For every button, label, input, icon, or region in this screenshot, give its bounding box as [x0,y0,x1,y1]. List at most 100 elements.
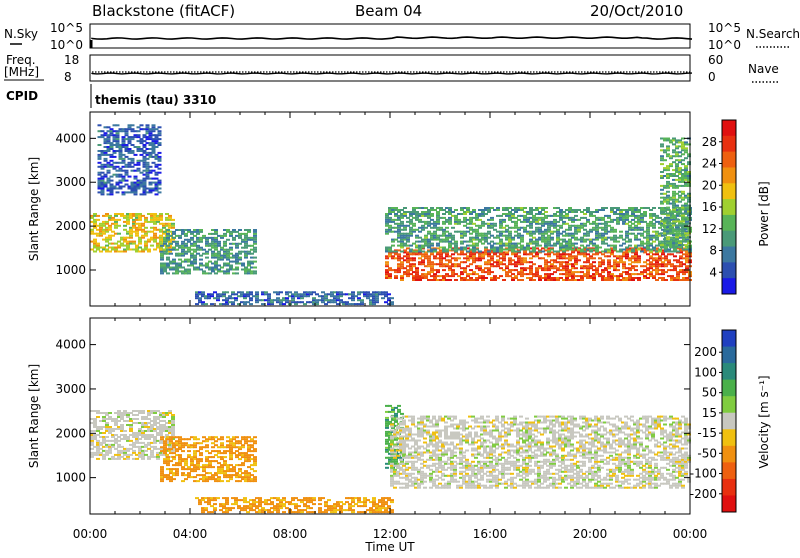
power-cell [409,227,413,229]
velocity-cell [171,414,175,416]
power-cell [454,243,458,245]
velocity-cell [96,450,100,452]
power-cell [478,227,482,229]
power-cell [159,239,163,241]
power-cell [577,219,581,221]
velocity-cell [300,501,304,503]
power-cell [586,221,590,223]
power-cell [514,225,518,227]
power-cell [220,237,224,239]
power-cell [166,245,170,247]
power-cell [666,169,670,171]
power-cell [388,277,392,279]
nave-label: Nave [748,62,779,76]
velocity-cell [229,458,233,460]
velocity-cell [160,480,164,482]
velocity-cell [96,434,100,436]
velocity-cell [126,450,130,452]
power-cell [138,213,142,215]
power-cell [672,183,676,185]
power-cell [547,275,551,277]
power-cell [123,251,127,253]
power-cell [508,257,512,259]
power-cell [655,215,659,217]
power-cell [496,207,500,209]
power-cell [637,261,641,263]
velocity-cell [247,448,251,450]
velocity-cell [178,464,182,466]
power-cell [249,291,253,293]
power-cell [390,297,394,299]
velocity-cell [226,480,230,482]
power-cell [445,249,449,251]
power-cell [324,303,328,305]
velocity-cell [253,478,257,480]
power-cell [604,243,608,245]
velocity-cell [247,456,251,458]
power-cell [613,235,617,237]
power-cell [586,273,590,275]
power-cell [646,269,650,271]
power-cell [619,275,623,277]
power-cell [613,249,617,251]
power-cell [559,209,563,211]
power-cell [125,130,129,132]
velocity-cell [237,505,241,507]
velocity-cell [135,414,139,416]
power-cell [155,146,159,148]
power-cell [128,142,132,144]
power-cell [235,261,239,263]
power-cell [547,253,551,255]
power-cell [445,239,449,241]
power-cell [454,215,458,217]
power-cell [607,271,611,273]
velocity-cell [126,456,130,458]
power-cell [246,295,250,297]
velocity-cell [261,507,265,509]
power-cell [678,201,682,203]
power-cell [205,263,209,265]
velocity-cell [171,416,175,418]
power-cell [442,223,446,225]
velocity-cell [114,424,118,426]
power-cell [643,215,647,217]
velocity-cell [232,470,236,472]
velocity-cell [229,450,233,452]
power-cell [235,272,239,274]
power-cell [190,233,194,235]
power-cell [568,269,572,271]
power-cell [137,134,141,136]
power-cell [238,229,242,231]
power-cell [490,255,494,257]
power-cell [98,162,102,164]
power-cell [98,124,102,126]
power-cell [159,219,163,221]
power-cell [123,225,127,227]
velocity-cell [120,428,124,430]
power-cell [217,243,221,245]
power-cell [312,297,316,299]
velocity-cell [144,416,148,418]
velocity-cell [196,450,200,452]
power-cell [529,261,533,263]
power-cell [400,221,404,223]
power-cell [669,141,673,143]
power-cell [613,245,617,247]
power-cell [640,217,644,219]
power-cell [430,271,434,273]
power-cell [562,231,566,233]
power-cell [505,273,509,275]
power-cell [122,142,126,144]
power-cell [556,279,560,281]
power-cell [160,245,164,247]
power-cell [146,126,150,128]
power-cell [199,241,203,243]
power-cell [616,221,620,223]
power-cell [448,255,452,257]
power-cell [207,297,211,299]
velocity-cell [153,420,157,422]
power-cell [247,231,251,233]
power-cell [113,186,117,188]
power-cell [244,233,248,235]
velocity-cell [223,462,227,464]
